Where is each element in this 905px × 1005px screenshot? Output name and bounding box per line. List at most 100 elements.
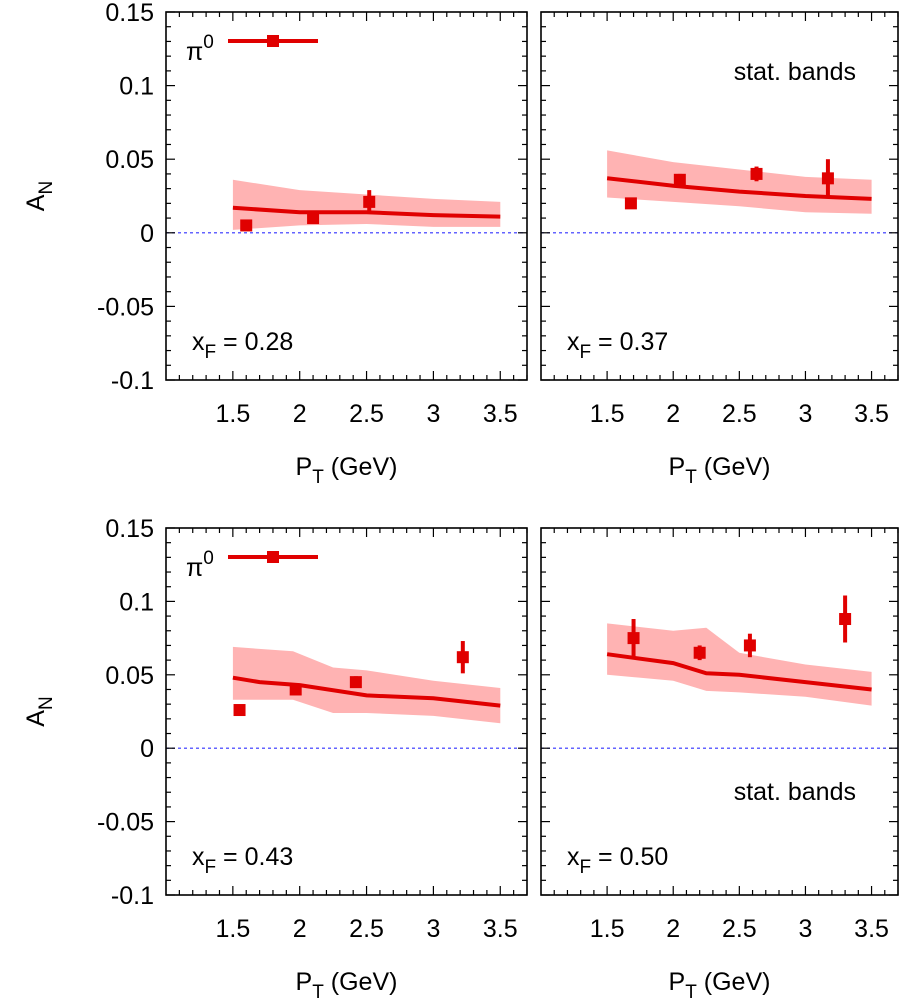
xf-value: = 0.43 [216, 843, 293, 871]
y-tick-label: 0.15 [105, 515, 154, 543]
data-marker [627, 632, 640, 645]
y-tick-label: 0.1 [119, 73, 154, 101]
data-point [307, 212, 320, 225]
legend-label: π0 [186, 548, 214, 582]
x-axis-unit: (GeV) [324, 453, 398, 481]
x-axis-subscript: T [685, 982, 697, 1003]
x-axis-symbol: P [669, 453, 686, 481]
data-marker [839, 613, 852, 626]
x-axis-title: PT (GeV) [669, 968, 771, 1003]
y-axis-subscript: N [36, 696, 57, 710]
x-tick-label: 2 [293, 400, 307, 428]
legend-marker [267, 551, 279, 563]
x-axis-unit: (GeV) [324, 968, 398, 996]
y-tick-label: -0.05 [97, 293, 154, 321]
x-tick-label: 1.5 [215, 915, 250, 943]
legend-marker [267, 35, 279, 47]
y-tick-label: 0.15 [105, 0, 154, 27]
xf-subscript: F [205, 342, 217, 363]
x-tick-label: 1.5 [590, 400, 625, 428]
x-tick-label: 2 [666, 915, 680, 943]
panel-bottom-right: 1.5 2 2.5 3 3.5 PT (GeV) xF = 0.50 stat. bands [540, 527, 899, 1003]
stat-bands-label: stat. bands [734, 778, 856, 806]
x-axis-title: PT (GeV) [669, 453, 771, 488]
stat-band [607, 623, 872, 706]
x-axis-unit: (GeV) [697, 968, 771, 996]
y-tick-label: 0 [140, 220, 154, 248]
x-axis-unit: (GeV) [697, 453, 771, 481]
data-marker [233, 704, 246, 717]
xf-symbol: x [192, 843, 205, 871]
x-tick-label: 2.5 [349, 915, 384, 943]
data-marker [240, 219, 253, 232]
theory-curve [232, 205, 501, 219]
xf-subscript: F [580, 857, 592, 878]
xf-subscript: F [205, 857, 217, 878]
legend-label: π0 [186, 32, 214, 66]
x-axis-symbol: P [669, 968, 686, 996]
y-axis-title: AN [22, 181, 57, 211]
x-tick-label: 1.5 [215, 400, 250, 428]
xf-symbol: x [567, 328, 580, 356]
y-axis-symbol: A [22, 194, 50, 211]
y-axis-title: AN [22, 696, 57, 726]
legend-pi: π [186, 554, 203, 582]
data-marker [673, 173, 686, 186]
plot-frame [540, 11, 899, 381]
x-tick-label: 2 [293, 915, 307, 943]
plot-frame [165, 527, 528, 896]
stat-band [232, 646, 501, 724]
theory-curve [606, 652, 872, 692]
x-tick-label: 2.5 [349, 400, 384, 428]
legend: π0 [186, 548, 318, 582]
plot-frame [165, 11, 528, 381]
x-tick-label: 3.5 [854, 915, 889, 943]
data-point [289, 683, 302, 696]
legend-superscript: 0 [203, 548, 214, 569]
x-tick-label: 3 [426, 400, 440, 428]
stat-bands-label: stat. bands [734, 58, 856, 86]
panel-bottom-left: 0.15 0.1 0.05 0 -0.05 -0.1 1.5 2 2.5 3 3.5 PT (GeV)… [22, 515, 528, 1003]
y-tick-label: -0.05 [97, 809, 154, 837]
data-marker [743, 639, 756, 652]
xf-symbol: x [567, 843, 580, 871]
data-point [750, 166, 763, 182]
x-tick-label: 1.5 [590, 915, 625, 943]
legend-pi: π [186, 38, 203, 66]
data-point [673, 173, 686, 186]
data-point [363, 190, 376, 214]
x-tick-label: 3.5 [483, 400, 518, 428]
xf-annotation: xF = 0.43 [192, 843, 293, 878]
legend-superscript: 0 [203, 32, 214, 53]
xf-value: = 0.37 [591, 328, 668, 356]
xf-annotation: xF = 0.37 [567, 328, 668, 363]
data-point [627, 619, 640, 658]
x-tick-label: 2.5 [722, 400, 757, 428]
x-tick-label: 3.5 [483, 915, 518, 943]
xf-annotation: xF = 0.50 [567, 843, 668, 878]
x-axis-title: PT (GeV) [296, 453, 398, 488]
data-marker [349, 676, 362, 689]
data-marker [624, 197, 637, 210]
y-axis-symbol: A [22, 710, 50, 727]
xf-annotation: xF = 0.28 [192, 328, 293, 363]
data-marker [289, 683, 302, 696]
x-axis-subscript: T [312, 467, 324, 488]
y-tick-label: 0.05 [105, 146, 154, 174]
data-point [349, 676, 362, 689]
plot-frame [540, 527, 899, 896]
data-point [743, 633, 756, 658]
data-marker [307, 212, 320, 225]
data-marker [363, 195, 376, 208]
data-point [693, 645, 706, 661]
y-axis-subscript: N [36, 181, 57, 195]
data-marker [821, 172, 834, 185]
x-axis-symbol: P [296, 453, 313, 481]
data-marker [456, 651, 469, 664]
x-axis-subscript: T [685, 467, 697, 488]
x-tick-label: 2.5 [722, 915, 757, 943]
panel-top-left: 0.15 0.1 0.05 0 -0.05 -0.1 1.5 2 2.5 3 3.5 PT (GeV)… [22, 0, 528, 488]
data-marker [693, 646, 706, 659]
data-point [839, 595, 852, 643]
data-point [456, 641, 469, 674]
